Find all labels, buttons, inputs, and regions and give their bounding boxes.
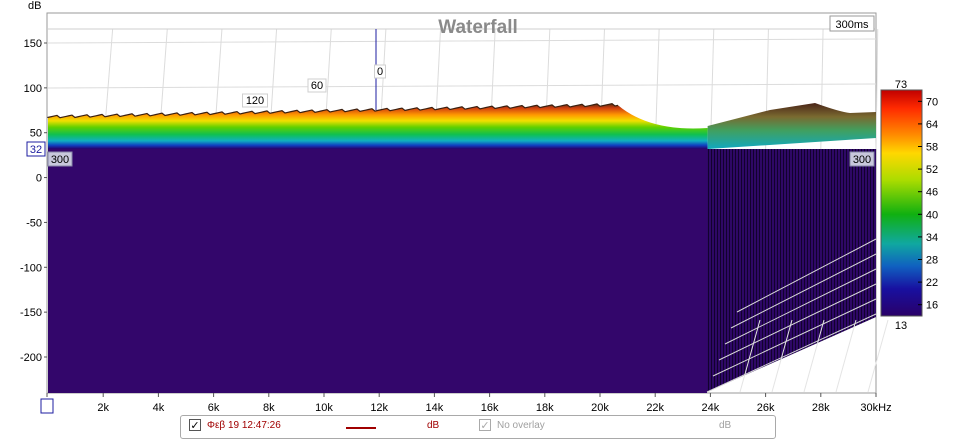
colorbar-tick-label: 46 bbox=[926, 187, 938, 199]
y-tick-label: -150 bbox=[20, 307, 42, 319]
colorbar-tick-label: 16 bbox=[926, 300, 938, 312]
x-tick-label: 2k bbox=[97, 402, 109, 414]
y-tick-label: 0 bbox=[36, 173, 42, 185]
colorbar-tick-label: 64 bbox=[926, 119, 938, 131]
x-tick-label: 20k bbox=[591, 402, 609, 414]
x-tick-label: 10k bbox=[315, 402, 333, 414]
measurement-line-swatch bbox=[346, 427, 376, 429]
overlay-checkbox[interactable]: ✓ bbox=[479, 419, 491, 432]
time-label-box bbox=[307, 78, 327, 93]
colorbar-ticks: 70 64 58 52 46 40 34 28 22 16 bbox=[918, 96, 938, 312]
time-label: 120 bbox=[246, 95, 264, 107]
colorbar-tick-label: 52 bbox=[926, 164, 938, 176]
y-axis: 150 100 50 0 -50 -100 -150 -200 bbox=[20, 38, 47, 364]
colorbar bbox=[880, 89, 923, 317]
colorbar-tick-label: 40 bbox=[926, 209, 938, 221]
y-tick-label: -100 bbox=[20, 262, 42, 274]
surface-crest bbox=[47, 102, 619, 119]
time-label-box bbox=[242, 93, 268, 108]
x-tick-label: 4k bbox=[153, 402, 165, 414]
time-label: 60 bbox=[311, 80, 323, 92]
time-label: 0 bbox=[377, 66, 383, 78]
slice-label-left: 300 bbox=[51, 154, 69, 166]
overlay-label[interactable]: No overlay bbox=[497, 420, 545, 431]
measurement-checkbox[interactable]: ✓ bbox=[189, 419, 201, 432]
y-tick-label: 150 bbox=[24, 38, 42, 50]
floor-surface bbox=[48, 149, 707, 393]
x-tick-label: 26k bbox=[757, 402, 775, 414]
colorbar-tick-label: 34 bbox=[926, 232, 938, 244]
time-box bbox=[829, 15, 875, 32]
slice-label-left-box bbox=[47, 151, 73, 167]
x-tick-label: 24k bbox=[702, 402, 720, 414]
time-label-box bbox=[374, 64, 386, 79]
x-tick-label: 18k bbox=[536, 402, 554, 414]
y-axis-label: dB bbox=[28, 0, 41, 12]
overlay-unit: dB bbox=[719, 420, 732, 431]
x-tick-label: 22k bbox=[646, 402, 664, 414]
x-tick-label: 6k bbox=[208, 402, 220, 414]
measurement-unit: dB bbox=[427, 420, 440, 431]
chart-title: Waterfall bbox=[438, 17, 518, 38]
x-tick-label: 16k bbox=[481, 402, 499, 414]
colorbar-tick-label: 22 bbox=[926, 277, 938, 289]
y-tick-label: -200 bbox=[20, 352, 42, 364]
y-tick-label: 100 bbox=[24, 83, 42, 95]
hf-slices bbox=[707, 149, 876, 392]
legend-bar: ✓ Φεβ 19 12:47:26 dB ✓ No overlay dB bbox=[180, 415, 776, 439]
colorbar-tick-label: 28 bbox=[926, 255, 938, 267]
x-tick-label: 8k bbox=[263, 402, 275, 414]
floor-label[interactable]: 32 bbox=[30, 144, 42, 156]
waterfall-surface-tail bbox=[707, 103, 876, 149]
slice-label-right-box bbox=[849, 151, 875, 167]
measurement-label[interactable]: Φεβ 19 12:47:26 bbox=[207, 420, 281, 431]
x-axis: 22k4k6k8k10k12k14k16k18k20k22k24k26k28k3… bbox=[44, 393, 892, 414]
x-tick-label: 14k bbox=[426, 402, 444, 414]
floor-grid bbox=[706, 238, 889, 393]
x-tick-label: 30kHz bbox=[860, 402, 891, 414]
y-tick-label: 50 bbox=[30, 128, 42, 140]
y-tick-label: -50 bbox=[26, 217, 42, 229]
floor-label-box[interactable] bbox=[26, 141, 46, 157]
slice-label-right: 300 bbox=[853, 154, 871, 166]
x-tick-label: 28k bbox=[812, 402, 830, 414]
x-start-box[interactable] bbox=[40, 398, 54, 414]
colorbar-max: 73 bbox=[895, 79, 907, 91]
x-tick-label: 12k bbox=[370, 402, 388, 414]
time-box-label: 300ms bbox=[835, 19, 869, 31]
colorbar-tick-label: 70 bbox=[926, 96, 938, 108]
waterfall-surface bbox=[48, 103, 708, 149]
colorbar-min: 13 bbox=[895, 320, 907, 332]
time-labels: 120 60 0 bbox=[242, 64, 386, 108]
colorbar-tick-label: 58 bbox=[926, 142, 938, 154]
